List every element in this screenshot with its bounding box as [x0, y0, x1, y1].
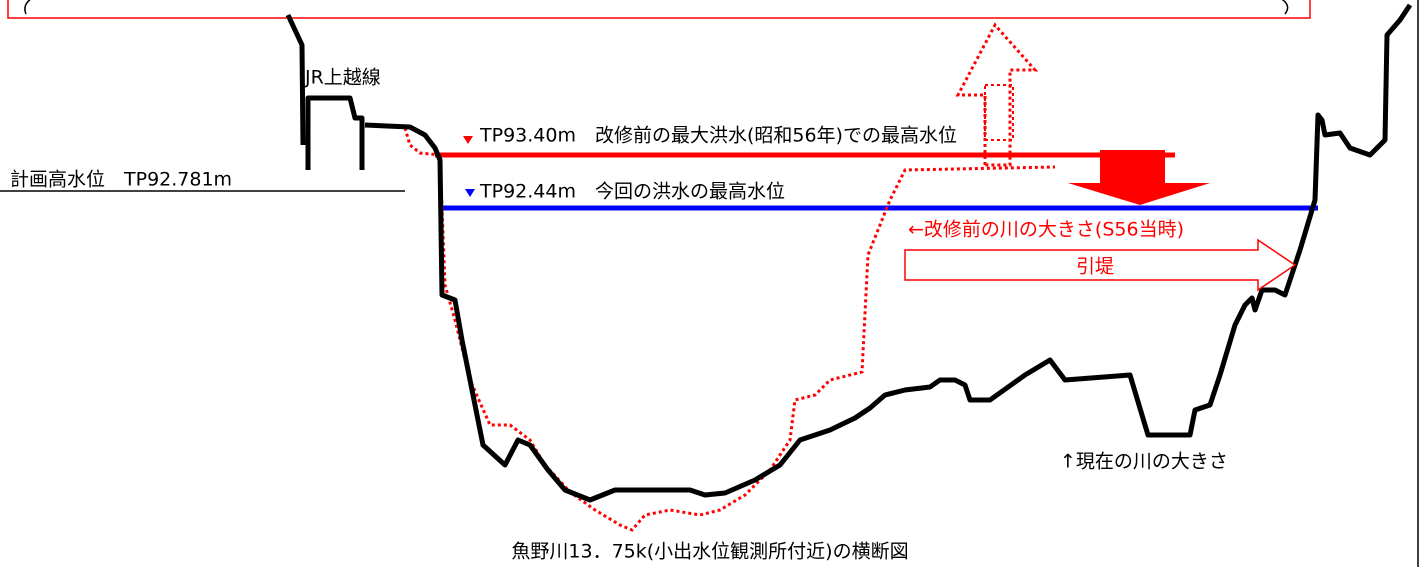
- current-river-label: ↑現在の川の大きさ: [1060, 451, 1228, 473]
- current-max-label: TP92.44m 今回の洪水の最高水位: [479, 181, 785, 203]
- up-arrow-inner: [984, 84, 1014, 141]
- plan-level-label: 計画高水位 TP92.781m: [10, 169, 232, 191]
- brackets: [24, 0, 1289, 15]
- old-max-label: TP93.40m 改修前の最大洪水(昭和56年)での最高水位: [479, 125, 957, 147]
- top-box: [7, 0, 1311, 19]
- old-river-label: ←改修前の川の大きさ(S56当時): [908, 219, 1184, 241]
- levee-arrow: [904, 238, 1297, 292]
- marker: [463, 136, 473, 144]
- up-arrow: [955, 22, 1039, 167]
- terrain: [285, 3, 1413, 503]
- old-river-outline: [403, 127, 1056, 532]
- down-arrow: [1068, 150, 1210, 205]
- railway-label: JR上越線: [304, 67, 381, 89]
- levee-label: 引堤: [1076, 256, 1114, 278]
- caption: 魚野川13．75k(小出水位観測所付近)の横断図: [511, 541, 908, 563]
- marker: [465, 189, 475, 197]
